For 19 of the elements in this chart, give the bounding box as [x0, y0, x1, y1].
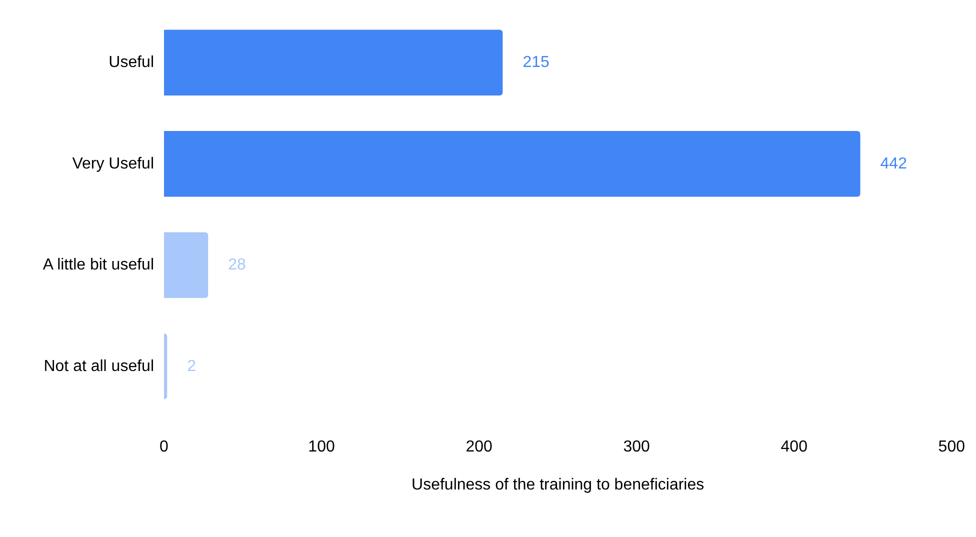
data-label: 28 [228, 256, 246, 274]
x-tick-label: 300 [623, 438, 650, 456]
y-tick-label: A little bit useful [42, 256, 154, 274]
y-tick-label: Useful [108, 54, 154, 72]
x-tick-label: 200 [466, 438, 493, 456]
data-label: 215 [522, 54, 550, 72]
bar [164, 130, 860, 197]
x-tick-label: 100 [308, 438, 335, 456]
data-label: 442 [880, 155, 908, 172]
y-tick-label: Very Useful [72, 155, 154, 172]
x-axis-title: Usefulness of the training to beneficiaries [412, 476, 704, 494]
bar [164, 333, 168, 400]
bar [164, 232, 208, 298]
data-label: 2 [187, 358, 196, 375]
x-tick-label: 500 [938, 438, 966, 456]
bar [164, 30, 503, 96]
x-tick-label: 0 [160, 438, 169, 456]
y-tick-label: Not at all useful [44, 358, 154, 375]
x-tick-label: 400 [780, 438, 808, 456]
